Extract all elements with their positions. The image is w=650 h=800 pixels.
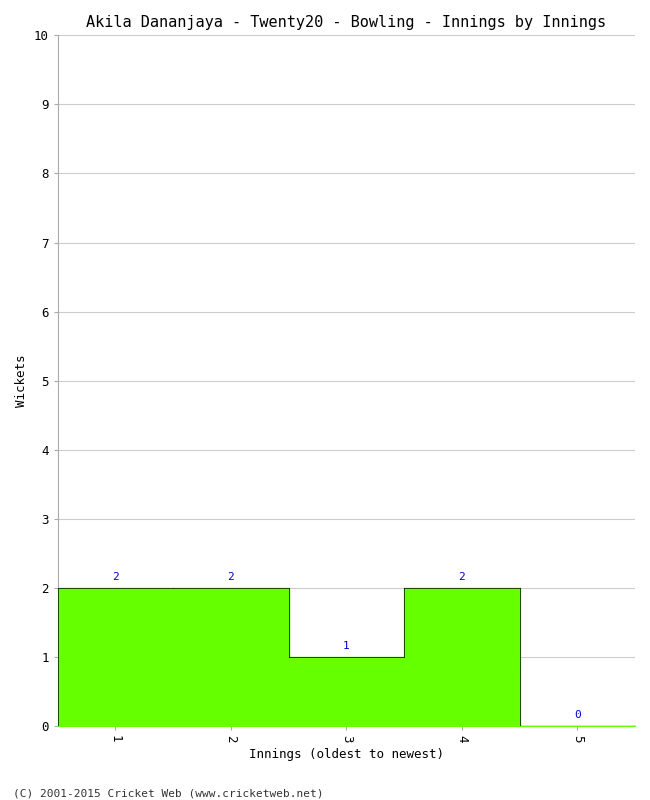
Text: 2: 2 <box>112 572 119 582</box>
Title: Akila Dananjaya - Twenty20 - Bowling - Innings by Innings: Akila Dananjaya - Twenty20 - Bowling - I… <box>86 15 606 30</box>
Text: 0: 0 <box>574 710 580 720</box>
Text: 2: 2 <box>458 572 465 582</box>
X-axis label: Innings (oldest to newest): Innings (oldest to newest) <box>249 748 444 761</box>
Text: 2: 2 <box>227 572 234 582</box>
Text: (C) 2001-2015 Cricket Web (www.cricketweb.net): (C) 2001-2015 Cricket Web (www.cricketwe… <box>13 788 324 798</box>
Y-axis label: Wickets: Wickets <box>15 354 28 407</box>
Text: 1: 1 <box>343 642 350 651</box>
